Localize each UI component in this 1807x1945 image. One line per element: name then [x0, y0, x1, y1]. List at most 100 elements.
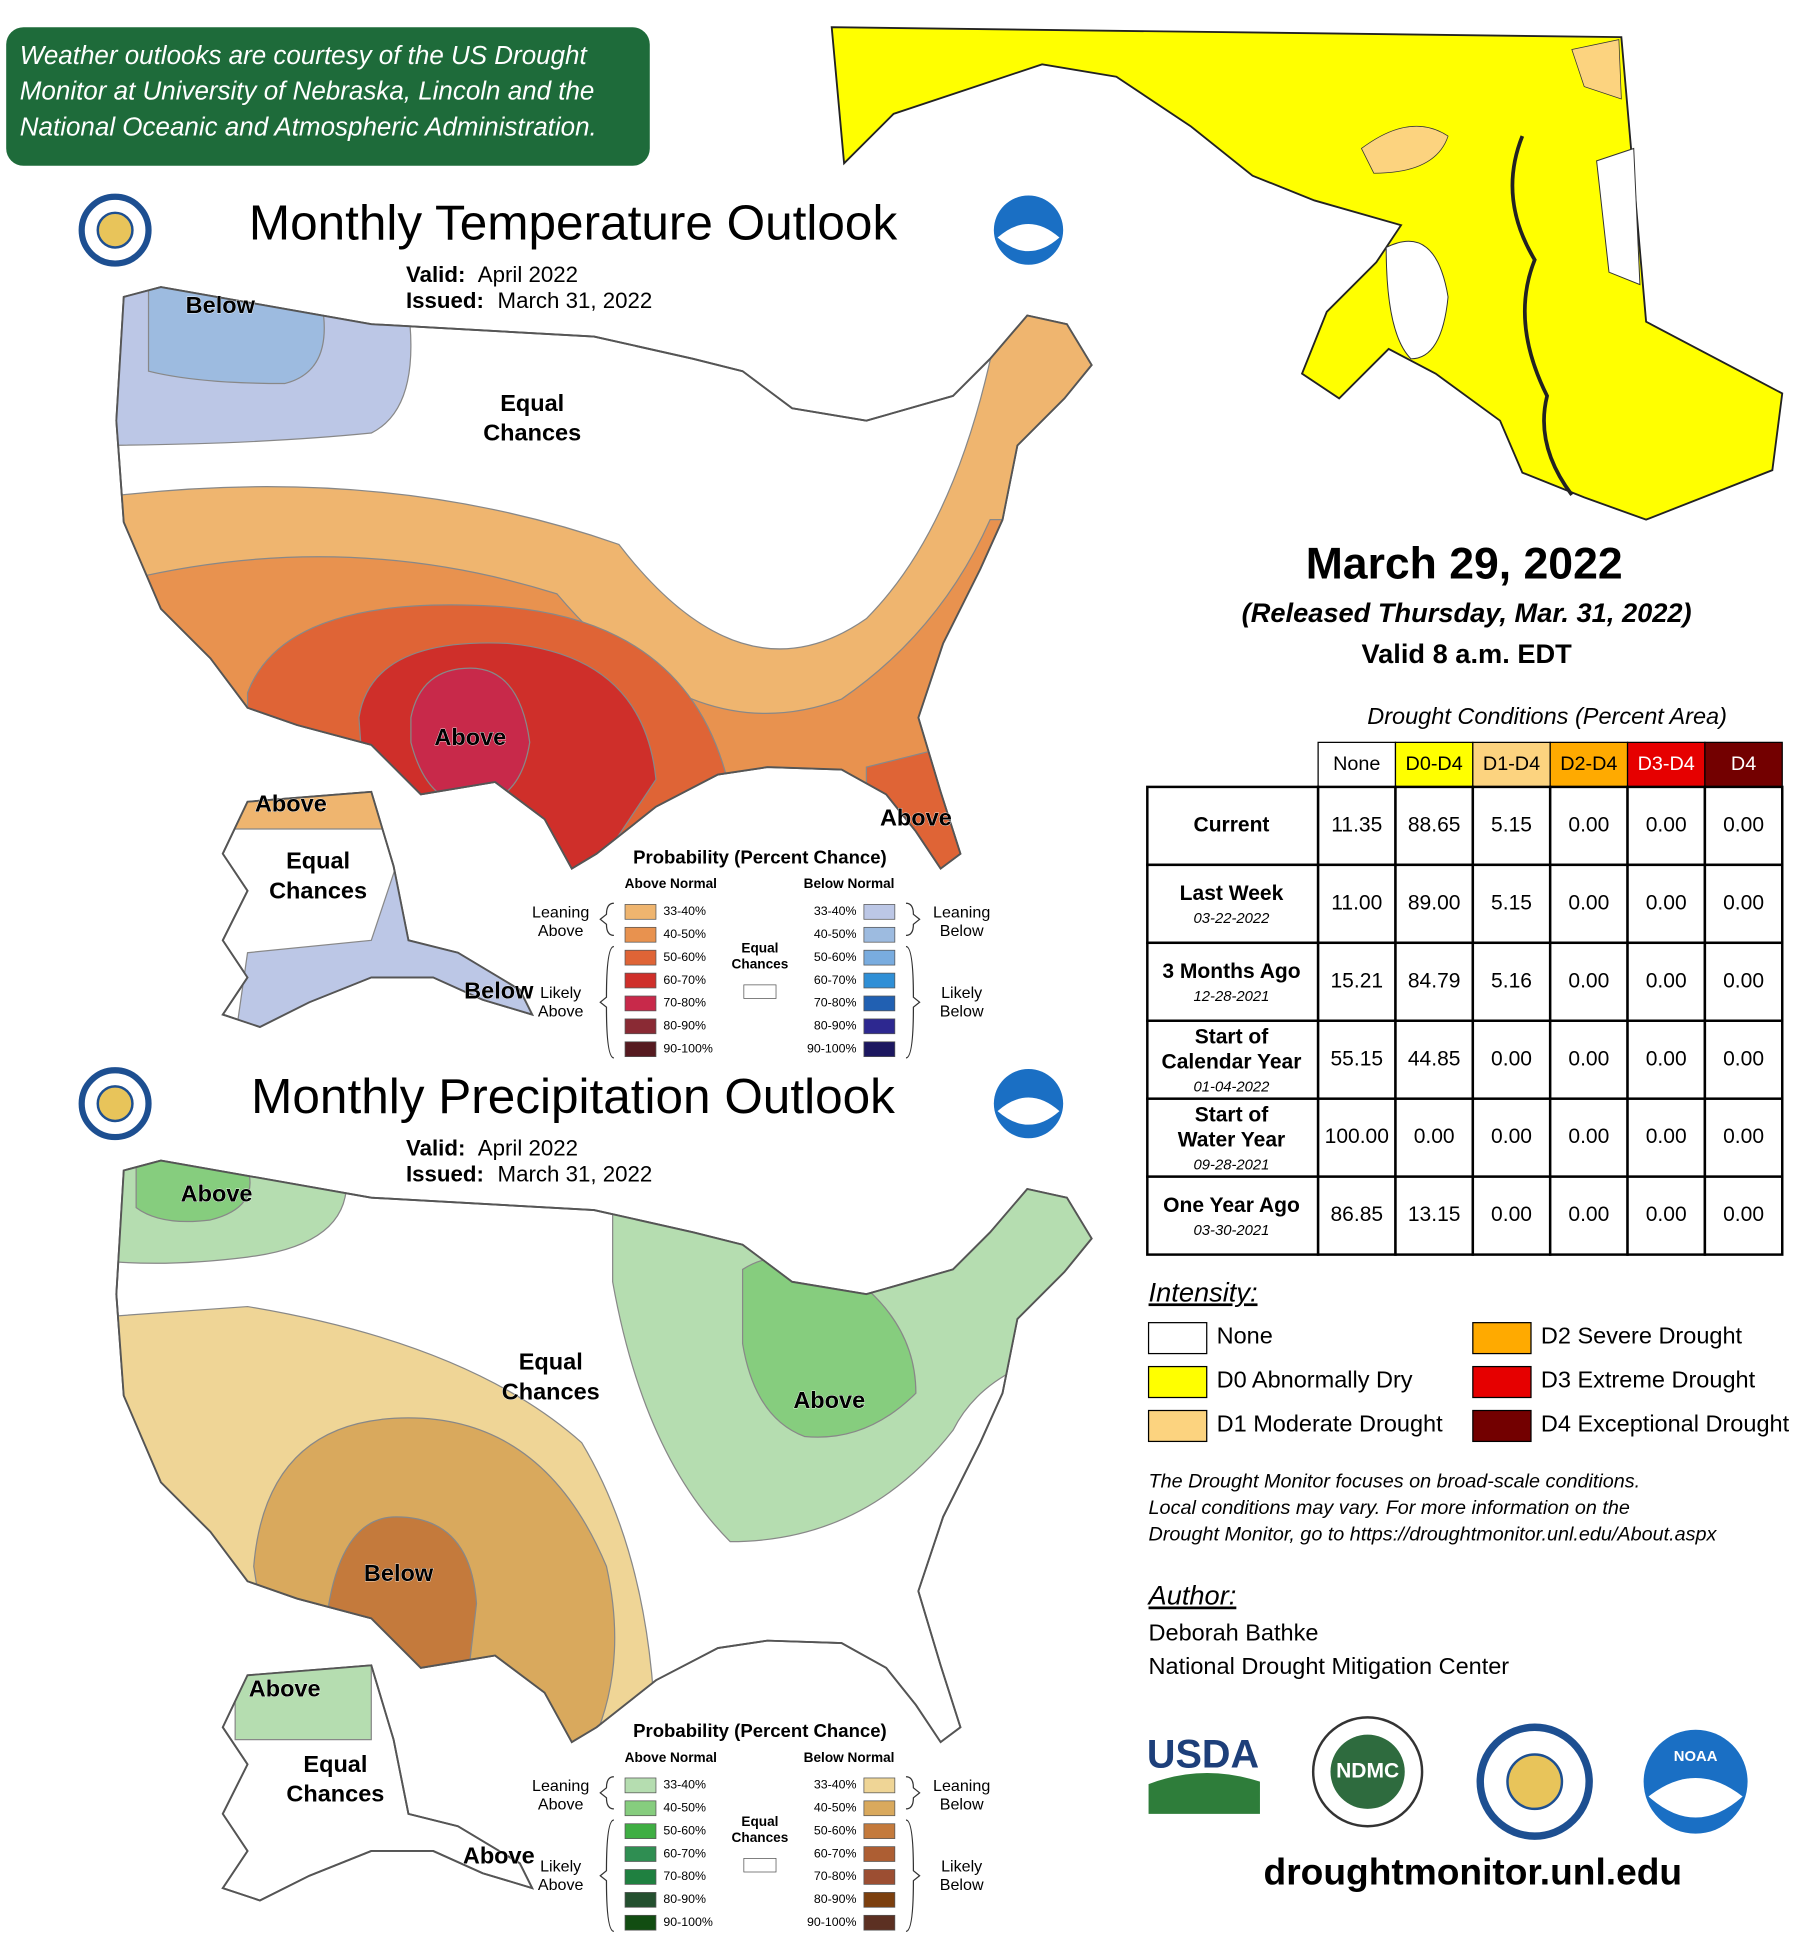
table-title: Drought Conditions (Percent Area)	[1367, 703, 1727, 729]
table-cell	[1316, 785, 1397, 867]
map-label: Chances	[269, 877, 367, 903]
legend-swatch	[624, 904, 657, 920]
table-header: D4	[1731, 753, 1756, 775]
row-label: Water Year	[1178, 1128, 1286, 1151]
legend-label: 70-80%	[663, 1869, 706, 1883]
table-cell	[1548, 1097, 1629, 1178]
table-header: D3-D4	[1638, 753, 1695, 775]
author-name: Deborah Bathke	[1149, 1620, 1319, 1646]
row-date: 09-28-2021	[1194, 1157, 1270, 1173]
map-label: Above	[463, 1842, 535, 1868]
legend-group: Above	[538, 1795, 584, 1813]
table-value: 5.15	[1491, 813, 1532, 836]
drought-date: March 29, 2022	[1306, 539, 1623, 588]
legend-swatch	[624, 1846, 657, 1862]
region-none	[1596, 147, 1641, 286]
legend-swatch	[624, 1041, 657, 1058]
table-value: 0.00	[1568, 813, 1609, 836]
table-cell	[1626, 1097, 1707, 1178]
map-label: Equal	[286, 848, 350, 874]
outlook-region	[234, 1665, 372, 1741]
drought-released: (Released Thursday, Mar. 31, 2022)	[1242, 597, 1692, 628]
intensity-label: D3 Extreme Drought	[1541, 1367, 1756, 1393]
table-value: 0.00	[1568, 1047, 1609, 1070]
map-label: Above	[880, 804, 952, 830]
maryland-map	[830, 26, 1784, 521]
table-value: 0.00	[1491, 1125, 1532, 1148]
legend-label: 60-70%	[814, 1846, 857, 1860]
map-label: Above	[249, 1675, 321, 1701]
intensity-swatch	[1147, 1409, 1208, 1443]
table-value: 86.85	[1330, 1203, 1383, 1226]
author-org: National Drought Mitigation Center	[1149, 1653, 1510, 1679]
legend-label: 80-90%	[814, 1892, 857, 1906]
legend-swatch	[624, 995, 657, 1012]
table-value: 0.00	[1723, 969, 1764, 992]
usda-field	[1148, 1772, 1260, 1814]
legend-label: 40-50%	[663, 927, 706, 941]
noaa-swoosh	[1648, 1777, 1743, 1818]
row-date: 03-22-2022	[1194, 911, 1271, 927]
legend-swatch	[863, 995, 896, 1012]
table-value: 0.00	[1646, 813, 1687, 836]
legend-label: 50-60%	[814, 950, 857, 964]
intensity-swatch	[1472, 1409, 1532, 1443]
table-header: None	[1333, 753, 1380, 775]
legend-group: Above	[538, 1002, 584, 1020]
legend-header: Below Normal	[804, 876, 895, 891]
table-cell	[1316, 863, 1397, 945]
row-date: 03-30-2021	[1194, 1223, 1270, 1239]
legend-header: Above Normal	[625, 876, 717, 891]
table-row-cell	[1146, 1097, 1320, 1178]
table-cell	[1394, 941, 1475, 1022]
map-label: Below	[364, 1560, 434, 1586]
legend-group: Leaning	[532, 903, 589, 921]
map-label: Chances	[483, 419, 581, 445]
table-header-cell	[1704, 741, 1783, 788]
legend-label: 33-40%	[663, 1778, 706, 1792]
row-label: Last Week	[1180, 882, 1284, 905]
table-header: D0-D4	[1406, 753, 1463, 775]
legend-brace	[599, 945, 615, 1059]
table-cell	[1626, 941, 1707, 1022]
noaa-logo-text: NOAA	[1674, 1749, 1718, 1765]
legend-label: 70-80%	[814, 1869, 857, 1883]
legend-group: Likely	[941, 1857, 982, 1875]
legend-group: Leaning	[933, 903, 990, 921]
legend-label: 70-80%	[663, 996, 706, 1010]
table-header-cell	[1394, 741, 1474, 788]
legend-brace	[599, 1819, 615, 1933]
legend-group: Likely	[540, 1857, 581, 1875]
table-value: 0.00	[1723, 1125, 1764, 1148]
table-value: 0.00	[1646, 1047, 1687, 1070]
legend-swatch	[863, 1914, 896, 1931]
legend-label: 80-90%	[814, 1019, 857, 1033]
table-row-cell	[1146, 941, 1320, 1022]
commerce-seal-inner	[96, 1085, 134, 1123]
legend-swatch	[624, 949, 657, 966]
legend-label: 90-100%	[663, 1041, 712, 1055]
note-line: The Drought Monitor focuses on broad-sca…	[1149, 1470, 1641, 1492]
legend-label: 40-50%	[814, 1801, 857, 1815]
row-label: 3 Months Ago	[1162, 960, 1300, 983]
legend-label: 33-40%	[663, 904, 706, 918]
noaa-swoosh	[997, 223, 1060, 252]
outlook-panel: Monthly Temperature Outlook Valid: April 2…	[78, 193, 1093, 1059]
region-d1	[1571, 39, 1622, 100]
issued-label: Issued:	[406, 1161, 484, 1186]
table-header-cell	[1472, 741, 1551, 788]
table-cell	[1703, 1097, 1784, 1178]
table-cell	[1471, 1097, 1552, 1178]
legend-group: Chances	[732, 957, 789, 972]
table-cell	[1548, 1019, 1629, 1100]
legend-label: 90-100%	[807, 1915, 856, 1929]
table-value: 0.00	[1568, 891, 1609, 914]
map-label: Chances	[502, 1378, 600, 1404]
legend-swatch	[863, 904, 896, 920]
intensity-swatch	[1472, 1322, 1532, 1355]
table-cell	[1548, 1175, 1629, 1256]
legend-swatch	[863, 1823, 896, 1839]
legend-label: 50-60%	[663, 950, 706, 964]
legend-group: Chances	[732, 1830, 789, 1845]
